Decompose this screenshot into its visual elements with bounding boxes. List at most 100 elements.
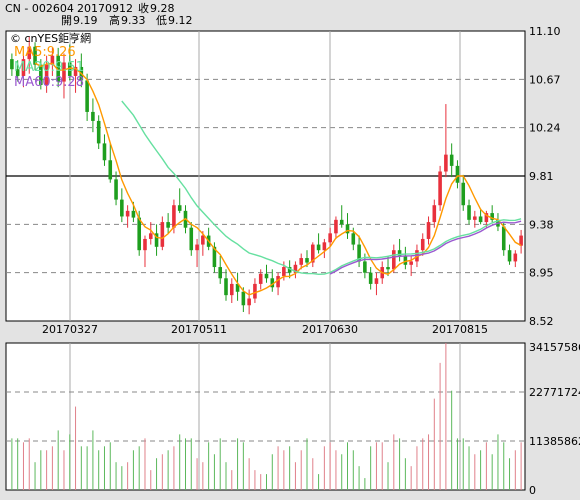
candle-body: [218, 267, 223, 279]
watermark-text: © cnYES鉅亨網: [10, 31, 91, 45]
candle-body: [241, 291, 246, 306]
high-value: 9.33: [121, 14, 146, 27]
date-axis-tick-label: 20170630: [302, 323, 358, 336]
volume-panel: [5, 342, 526, 491]
candle-body: [39, 64, 43, 85]
candle-body: [299, 258, 304, 265]
candle-body: [490, 213, 494, 220]
candle-body: [177, 205, 182, 211]
candle-body: [44, 64, 49, 85]
candle-body: [368, 272, 373, 284]
candle-body: [212, 246, 217, 268]
candle-body: [507, 250, 512, 262]
candle-body: [461, 182, 466, 206]
candle-body: [131, 210, 136, 218]
close-label: 收: [138, 2, 149, 15]
candle-body: [374, 278, 379, 284]
date-axis-tick-label: 20170327: [42, 323, 98, 336]
price-axis-tick-label: 8.95: [529, 267, 554, 280]
candle-body: [143, 238, 147, 251]
candle-body: [276, 276, 280, 288]
candle-body: [10, 59, 14, 70]
candle-body: [148, 233, 153, 239]
candle-body: [386, 267, 390, 270]
quote-date: 20170912: [77, 2, 133, 15]
candle-body: [108, 160, 113, 180]
candle-body: [137, 217, 141, 251]
volume-axis-tick-label: 0: [529, 484, 536, 497]
price-axis-tick-label: 9.38: [529, 218, 554, 231]
candle-body: [258, 273, 263, 284]
candle-body: [235, 283, 240, 292]
candle-body: [56, 55, 60, 82]
candle-body: [62, 62, 66, 82]
ma60-line: [329, 220, 522, 275]
candle-body: [229, 283, 234, 296]
candle-body: [420, 238, 425, 251]
candle-body: [189, 227, 194, 251]
candle-body: [120, 199, 124, 217]
candle-body: [426, 222, 431, 239]
candle-body: [449, 154, 454, 166]
candle-body: [67, 62, 72, 76]
candle-body: [287, 267, 292, 273]
candle-body: [270, 278, 275, 288]
candle-body: [478, 216, 483, 223]
candle-body: [455, 165, 460, 183]
date-axis-tick-label: 20170815: [432, 323, 488, 336]
stock-code: CN - 002604: [5, 2, 74, 15]
candle-body: [467, 205, 471, 220]
candle-body: [154, 233, 159, 247]
candle-body: [432, 205, 437, 223]
candle-body: [114, 179, 118, 200]
candle-body: [444, 154, 448, 172]
open-label: 開: [61, 14, 72, 27]
candle-body: [21, 59, 26, 76]
candle-body: [85, 80, 89, 112]
candle-body: [73, 66, 78, 76]
candle-body: [473, 216, 477, 220]
candle-body: [166, 222, 170, 228]
candle-body: [195, 244, 199, 251]
candle-body: [305, 258, 309, 263]
candle-body: [351, 233, 356, 245]
candle-body: [201, 235, 205, 245]
open-value: 9.19: [73, 14, 98, 27]
ma20-line: [121, 100, 522, 276]
candle-body: [253, 283, 257, 299]
candle-body: [403, 255, 408, 265]
candle-body: [310, 244, 315, 263]
candle-body: [91, 111, 95, 121]
candle-body: [397, 250, 402, 256]
candle-body: [519, 235, 523, 246]
candle-body: [293, 264, 298, 273]
candle-body: [322, 242, 327, 251]
candle-body: [363, 261, 367, 273]
candle-body: [334, 219, 338, 234]
candle-body: [172, 205, 176, 228]
low-label: 低: [156, 14, 167, 27]
close-value: 9.28: [150, 2, 175, 15]
candle-body: [96, 120, 101, 144]
legend-entry-2: MA20:9.51: [14, 60, 84, 75]
volume-axis-tick-label: 11385862: [529, 435, 580, 448]
candle-body: [247, 298, 251, 306]
low-value: 9.12: [168, 14, 193, 27]
price-axis-tick-label: 11.10: [529, 25, 561, 38]
candle-body: [357, 244, 361, 262]
candle-body: [392, 250, 396, 270]
date-axis-tick-label: 20170511: [171, 323, 227, 336]
volume-axis-tick-label: 22771724: [529, 386, 580, 399]
candle-body: [102, 143, 107, 161]
ma5-line: [34, 62, 522, 296]
candle-body: [160, 222, 165, 247]
candle-body: [282, 267, 286, 277]
candle-body: [224, 278, 228, 296]
candle-body: [33, 46, 37, 65]
price-axis-tick-label: 10.67: [529, 73, 561, 86]
legend-entry-1: MA5:9.26: [14, 45, 76, 60]
price-axis-tick-label: 10.24: [529, 122, 561, 135]
candle-body: [125, 210, 130, 217]
